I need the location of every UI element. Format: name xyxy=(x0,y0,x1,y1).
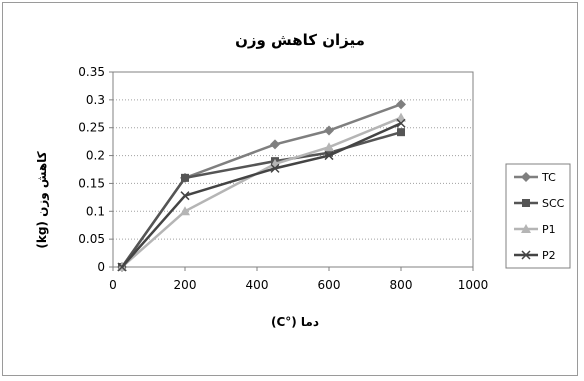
legend-marker-tc xyxy=(521,172,531,182)
legend-marker-scc xyxy=(522,199,530,207)
data-point-p2 xyxy=(270,163,280,173)
y-tick-label: 0.35 xyxy=(78,65,105,79)
legend-box xyxy=(505,163,571,269)
x-tick-label: 0 xyxy=(109,278,117,292)
series-line-p1 xyxy=(121,116,402,268)
x-tick-label: 200 xyxy=(174,278,197,292)
data-point-p2 xyxy=(117,262,127,272)
data-point-scc xyxy=(325,148,333,157)
series-line-tc xyxy=(120,103,402,268)
plot-area xyxy=(112,71,474,268)
data-point-p2 xyxy=(324,151,334,161)
legend: TC SCC P1 P2 xyxy=(505,163,571,269)
chart-title: میزان کاهش وزن xyxy=(235,31,365,49)
legend-label-p1: P1 xyxy=(542,223,556,236)
y-tick-label: 0.25 xyxy=(78,121,105,135)
legend-marker-p2 xyxy=(521,250,531,260)
legend-marker-p1 xyxy=(521,224,531,233)
gridlines xyxy=(113,99,473,240)
x-tick-label: 400 xyxy=(246,278,269,292)
data-point-p2 xyxy=(396,118,406,128)
chart-frame xyxy=(2,2,578,376)
data-point-tc xyxy=(270,139,280,150)
x-axis-title: دما (°C) xyxy=(271,315,319,329)
y-tick-label: 0.2 xyxy=(86,149,105,163)
y-tick-label: 0.1 xyxy=(86,204,105,218)
x-tick-label: 800 xyxy=(390,278,413,292)
axes: 0 0.05 0.1 0.15 0.2 0.25 0.3 0.35 0 200 400 600 800 1… xyxy=(78,65,488,292)
data-point-p1 xyxy=(324,142,334,152)
data-point-p1 xyxy=(396,112,406,122)
x-tick-label: 600 xyxy=(318,278,341,292)
data-point-tc xyxy=(396,99,406,110)
y-tick-label: 0.05 xyxy=(78,232,105,246)
y-tick-label: 0.15 xyxy=(78,176,105,190)
series-line-scc xyxy=(120,130,402,268)
series-lines xyxy=(117,99,406,272)
y-tick-label: 0.3 xyxy=(86,93,105,107)
legend-label-scc: SCC xyxy=(542,197,565,210)
data-point-p1 xyxy=(180,206,190,216)
data-point-p2 xyxy=(180,191,190,201)
data-point-tc xyxy=(324,125,334,136)
data-point-scc xyxy=(397,128,405,137)
legend-label-tc: TC xyxy=(541,171,556,184)
data-point-scc xyxy=(181,173,189,182)
legend-label-p2: P2 xyxy=(542,249,556,262)
y-tick-label: 0 xyxy=(97,260,105,274)
x-tick-label: 1000 xyxy=(458,278,489,292)
y-axis-title: کاهش وزن (kg) xyxy=(35,151,50,248)
